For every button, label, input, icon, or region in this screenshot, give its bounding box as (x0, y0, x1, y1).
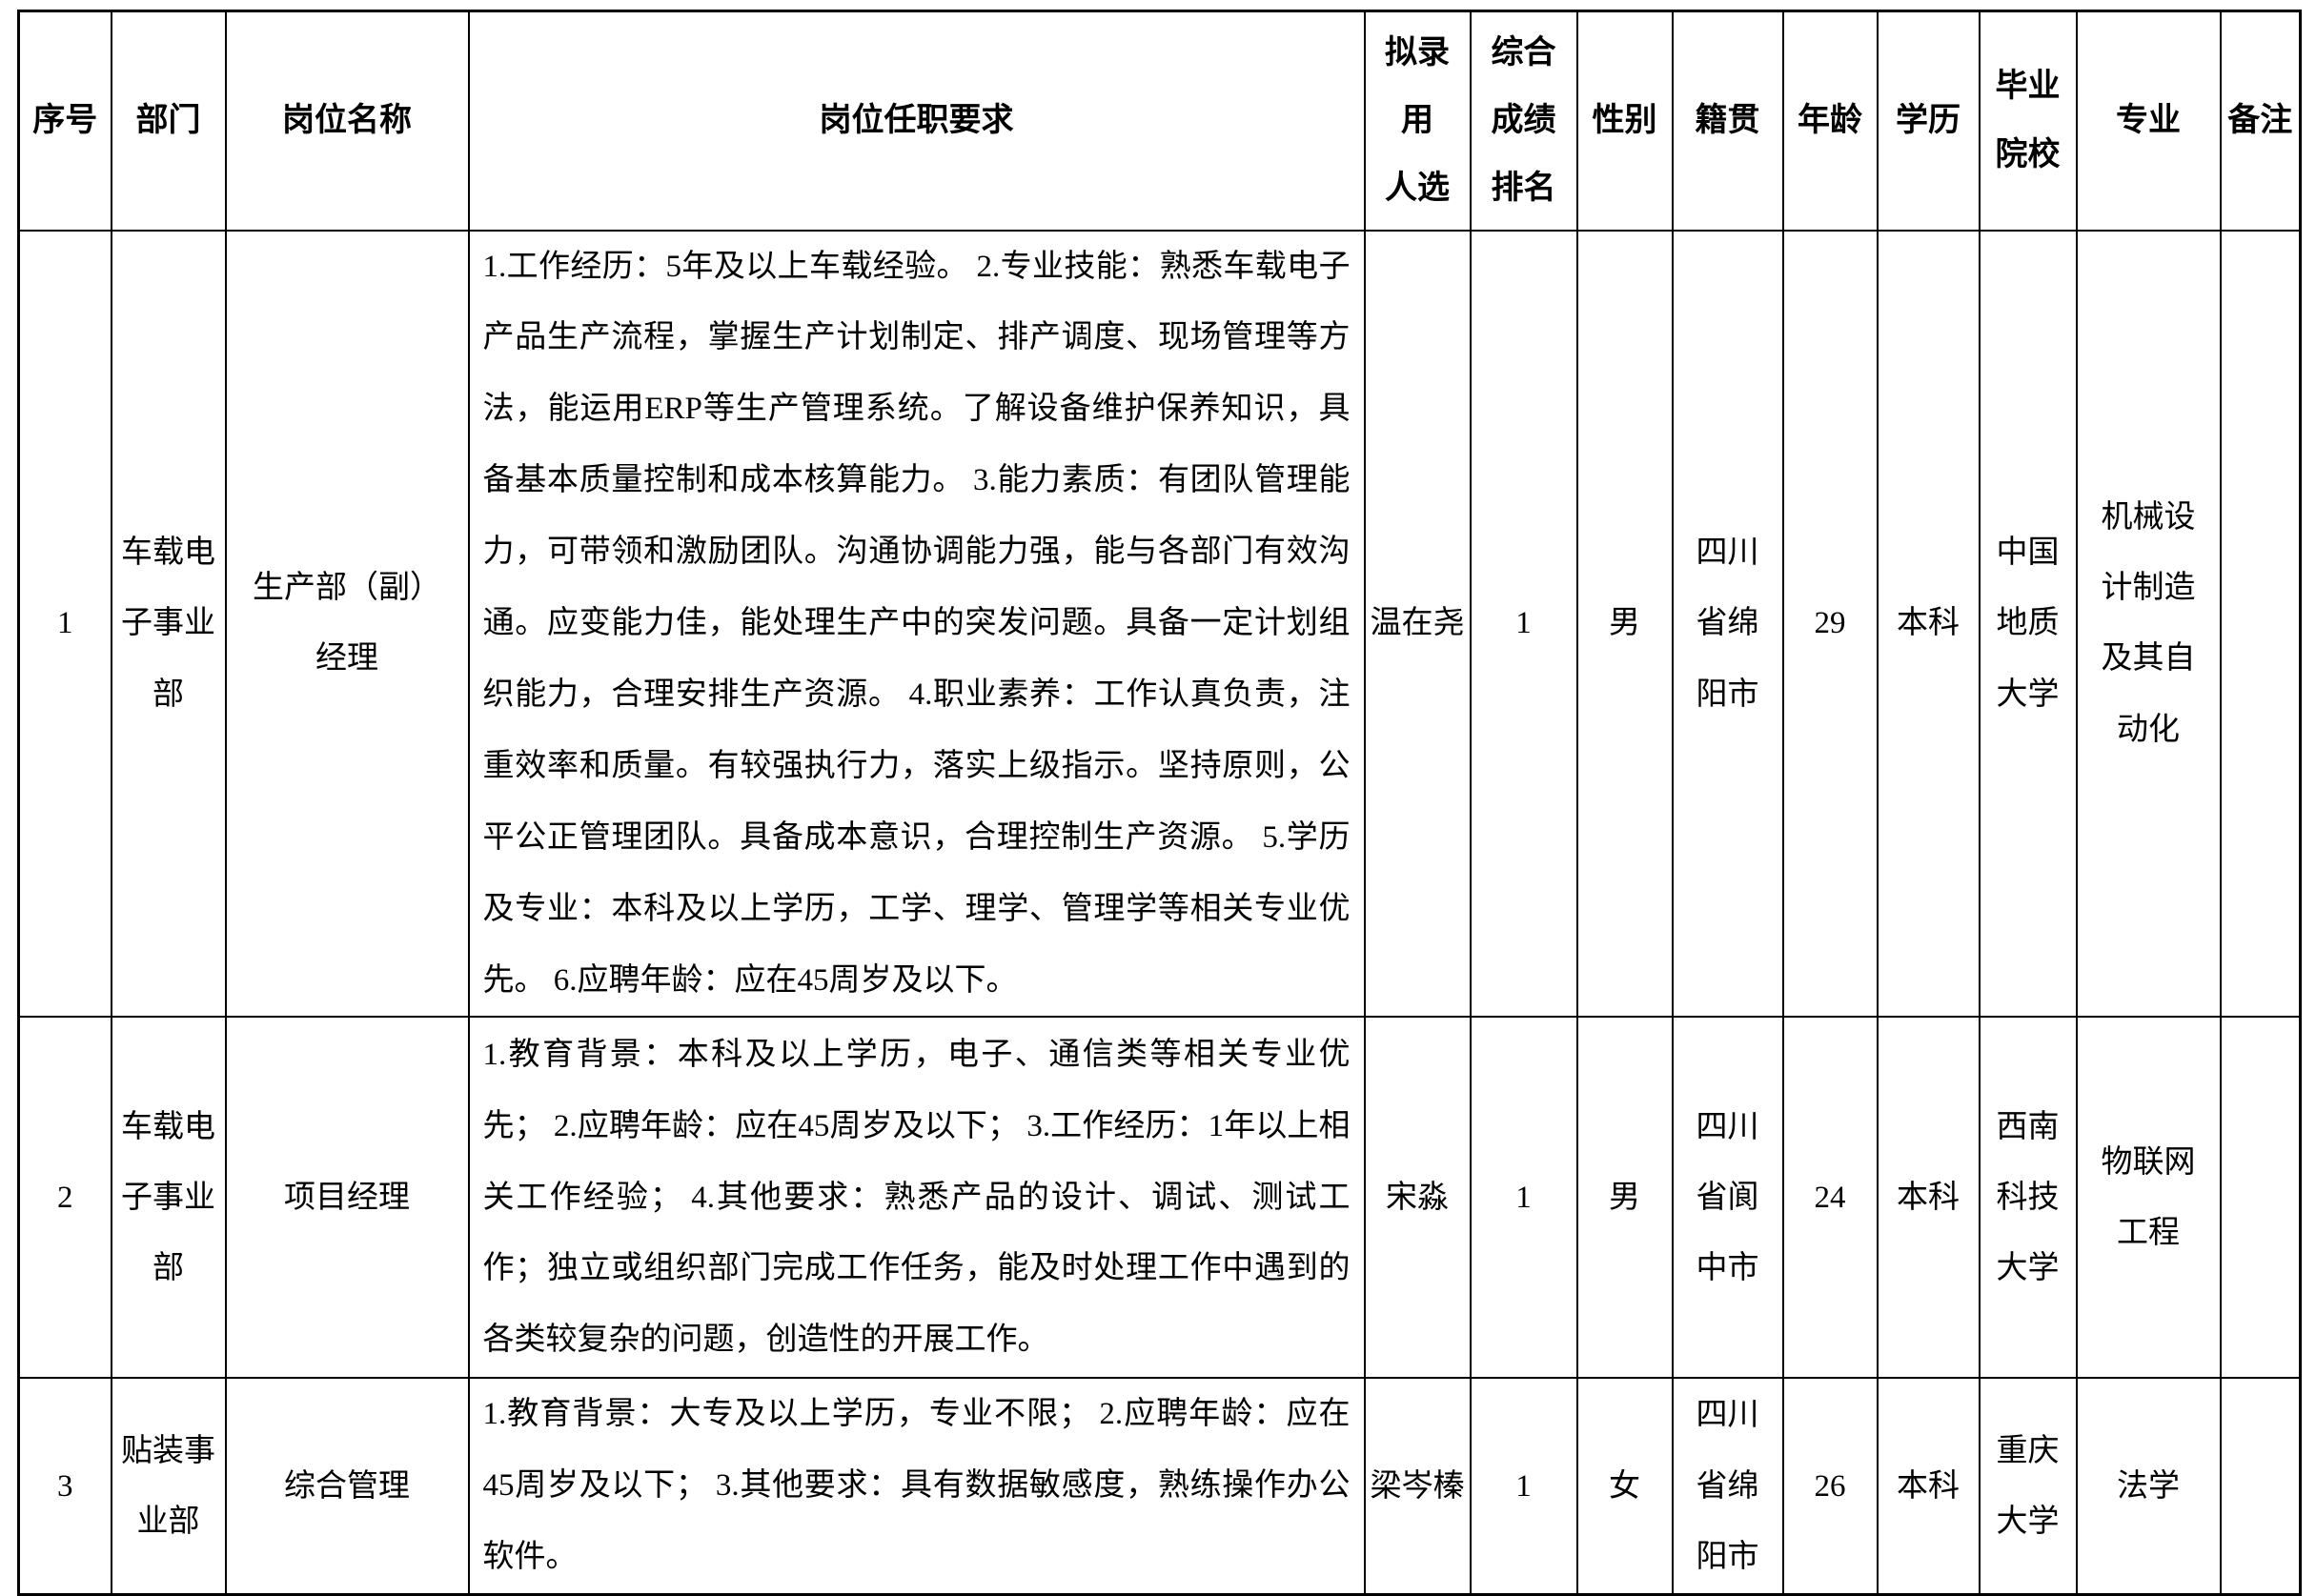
cell-remark (2219, 1016, 2302, 1380)
cell-school: 中国 地质 大学 (1978, 229, 2078, 1019)
cell-hometown: 四川 省绵 阳市 (1671, 229, 1784, 1019)
col-header-education: 学历 (1876, 10, 1981, 232)
cell-no: 1 (17, 229, 112, 1019)
cell-education: 本科 (1876, 229, 1981, 1019)
cell-rank: 1 (1469, 1016, 1578, 1380)
cell-position: 生产部（副） 经理 (224, 229, 470, 1019)
col-header-hometown: 籍贯 (1671, 10, 1784, 232)
header-row: 序号 部门 岗位名称 岗位任职要求 拟录用 人选 综合 成绩 排名 性别 籍贯 … (17, 10, 2302, 232)
col-header-school: 毕业 院校 (1978, 10, 2078, 232)
cell-no: 3 (17, 1377, 112, 1596)
col-header-requirements: 岗位任职要求 (467, 10, 1366, 232)
col-header-major: 专业 (2075, 10, 2222, 232)
col-header-no: 序号 (17, 10, 112, 232)
cell-age: 29 (1781, 229, 1879, 1019)
cell-requirements: 1.教育背景：本科及以上学历，电子、通信类等相关专业优先； 2.应聘年龄：应在4… (467, 1016, 1366, 1380)
cell-age: 24 (1781, 1016, 1879, 1380)
cell-department: 车载电 子事业 部 (110, 229, 227, 1019)
cell-education: 本科 (1876, 1016, 1981, 1380)
cell-education: 本科 (1876, 1377, 1981, 1596)
col-header-gender: 性别 (1575, 10, 1674, 232)
table-row: 1 车载电 子事业 部 生产部（副） 经理 1.工作经历：5年及以上车载经验。 … (17, 229, 2302, 1019)
cell-school: 重庆 大学 (1978, 1377, 2078, 1596)
cell-no: 2 (17, 1016, 112, 1380)
cell-candidate: 温在尧 (1363, 229, 1472, 1019)
cell-major: 法学 (2075, 1377, 2222, 1596)
cell-remark (2219, 229, 2302, 1019)
cell-gender: 女 (1575, 1377, 1674, 1596)
col-header-rank: 综合 成绩 排名 (1469, 10, 1578, 232)
cell-hometown: 四川 省绵 阳市 (1671, 1377, 1784, 1596)
cell-requirements: 1.教育背景：大专及以上学历，专业不限； 2.应聘年龄：应在45周岁及以下； 3… (467, 1377, 1366, 1596)
col-header-candidate: 拟录用 人选 (1363, 10, 1472, 232)
cell-remark (2219, 1377, 2302, 1596)
cell-school: 西南 科技 大学 (1978, 1016, 2078, 1380)
cell-department: 贴装事 业部 (110, 1377, 227, 1596)
table-row: 2 车载电 子事业 部 项目经理 1.教育背景：本科及以上学历，电子、通信类等相… (17, 1016, 2302, 1380)
col-header-remark: 备注 (2219, 10, 2302, 232)
cell-candidate: 梁岑榛 (1363, 1377, 1472, 1596)
cell-hometown: 四川 省阆 中市 (1671, 1016, 1784, 1380)
cell-gender: 男 (1575, 229, 1674, 1019)
table-row: 3 贴装事 业部 综合管理 1.教育背景：大专及以上学历，专业不限； 2.应聘年… (17, 1377, 2302, 1596)
cell-position: 项目经理 (224, 1016, 470, 1380)
cell-requirements: 1.工作经历：5年及以上车载经验。 2.专业技能：熟悉车载电子产品生产流程，掌握… (467, 229, 1366, 1019)
col-header-department: 部门 (110, 10, 227, 232)
recruitment-table: 序号 部门 岗位名称 岗位任职要求 拟录用 人选 综合 成绩 排名 性别 籍贯 … (17, 10, 2302, 1596)
cell-major: 机械设 计制造 及其自 动化 (2075, 229, 2222, 1019)
cell-age: 26 (1781, 1377, 1879, 1596)
cell-major: 物联网 工程 (2075, 1016, 2222, 1380)
cell-position: 综合管理 (224, 1377, 470, 1596)
cell-rank: 1 (1469, 1377, 1578, 1596)
col-header-age: 年龄 (1781, 10, 1879, 232)
cell-rank: 1 (1469, 229, 1578, 1019)
cell-candidate: 宋淼 (1363, 1016, 1472, 1380)
cell-gender: 男 (1575, 1016, 1674, 1380)
col-header-position: 岗位名称 (224, 10, 470, 232)
cell-department: 车载电 子事业 部 (110, 1016, 227, 1380)
